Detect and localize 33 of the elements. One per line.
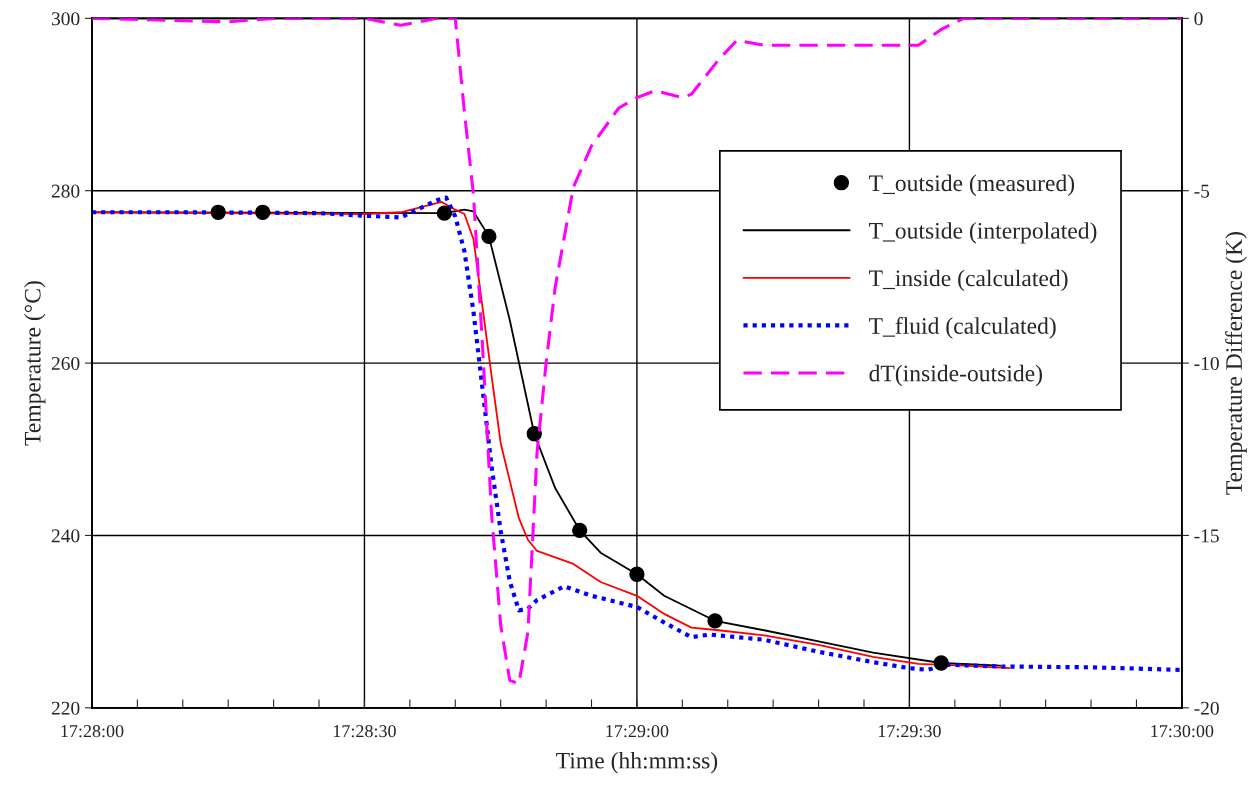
y2-tick-label: -15 <box>1194 529 1219 543</box>
x-tick-label: 17:28:00 <box>61 725 124 738</box>
legend-label: T_fluid (calculated) <box>869 317 1056 339</box>
y2-tick-label: -10 <box>1194 356 1219 371</box>
x-tick-label: 17:30:00 <box>1151 725 1214 738</box>
point <box>255 204 271 220</box>
y2-axis-title: Temperature Difference (K) <box>1225 232 1247 495</box>
point <box>526 426 542 442</box>
legend-label: dT(inside-outside) <box>869 364 1042 387</box>
point <box>572 522 588 538</box>
x-tick-label: 17:29:00 <box>606 725 669 738</box>
legend-label: T_outside (interpolated) <box>869 222 1097 244</box>
x-axis-title: Time (hh:mm:ss) <box>556 751 718 774</box>
line-series <box>91 195 1182 672</box>
point <box>210 204 226 220</box>
point <box>436 205 452 221</box>
point <box>481 228 497 245</box>
y-tick-label: 280 <box>51 184 80 198</box>
legend-label: T_inside (calculated) <box>869 269 1068 292</box>
y-tick-label: 220 <box>51 701 80 715</box>
y-tick-label: 240 <box>51 529 80 543</box>
x-tick-label: 17:28:30 <box>333 725 396 738</box>
y-tick-label: 260 <box>51 356 80 371</box>
legend-label: T_outside (measured) <box>869 174 1075 197</box>
y2-tick-label: -5 <box>1194 184 1210 198</box>
point <box>629 566 645 582</box>
point <box>933 655 949 671</box>
y-axis-title: Temperature (°C) <box>24 281 46 446</box>
y2-tick-label: 0 <box>1194 12 1203 26</box>
y-tick-label: 300 <box>51 12 80 26</box>
point <box>707 613 723 629</box>
x-tick-label: 17:29:30 <box>878 725 941 738</box>
y2-tick-label: -20 <box>1194 701 1219 715</box>
